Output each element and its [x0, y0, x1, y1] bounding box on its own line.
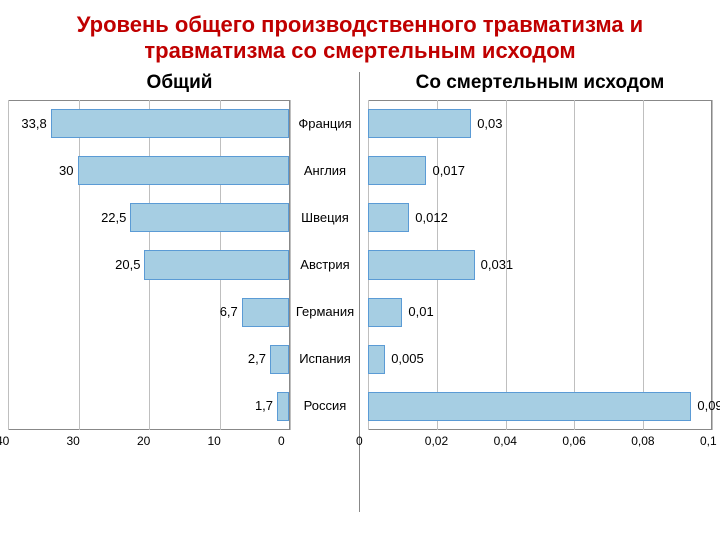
- bar-value-label: 0,01: [408, 304, 433, 319]
- chart-right-title: Со смертельным исходом: [360, 72, 720, 94]
- bar-value-label: 0,094: [697, 398, 720, 413]
- tick-label: 20: [137, 434, 150, 448]
- bar-value-label: 20,5: [115, 257, 140, 272]
- tick-label: 40: [0, 434, 9, 448]
- bar: [368, 109, 471, 138]
- bar: [51, 109, 289, 138]
- main-title: Уровень общего производственного травмат…: [0, 0, 720, 72]
- bar-value-label: 0,005: [391, 351, 424, 366]
- tick-label: 10: [208, 434, 221, 448]
- bar: [368, 345, 385, 374]
- bar: [368, 250, 475, 279]
- chart-right: Со смертельным исходом 0,03 0,017 0,012 0,0…: [360, 72, 720, 512]
- tick-label: 30: [67, 434, 80, 448]
- tick-label: 0,02: [425, 434, 448, 448]
- gridline: [79, 100, 80, 430]
- bar-value-label: 0,017: [432, 163, 465, 178]
- bar-value-label: 1,7: [255, 398, 273, 413]
- bar: [277, 392, 289, 421]
- bar-value-label: 33,8: [21, 116, 46, 131]
- bar-value-label: 0,012: [415, 210, 448, 225]
- tick-label: 0,04: [494, 434, 517, 448]
- charts-container: Общий 33,8 Франция 30 Англия 22,5 Швеция 20,5 А…: [0, 72, 720, 512]
- tick-label: 0,08: [631, 434, 654, 448]
- gridline: [8, 100, 9, 430]
- bar-value-label: 0,031: [481, 257, 514, 272]
- tick-label: 0: [278, 434, 285, 448]
- category-label: Англия: [290, 163, 360, 178]
- category-label: Германия: [290, 304, 360, 319]
- category-label: Россия: [290, 398, 360, 413]
- bar: [270, 345, 289, 374]
- gridline: [574, 100, 575, 430]
- bar: [78, 156, 290, 185]
- category-label: Испания: [290, 351, 360, 366]
- chart-left: Общий 33,8 Франция 30 Англия 22,5 Швеция 20,5 А…: [0, 72, 360, 512]
- gridline: [643, 100, 644, 430]
- bar: [130, 203, 289, 232]
- category-label: Австрия: [290, 257, 360, 272]
- bar-value-label: 6,7: [220, 304, 238, 319]
- tick-label: 0,06: [562, 434, 585, 448]
- tick-label: 0: [356, 434, 363, 448]
- chart-left-title: Общий: [0, 72, 359, 94]
- category-label: Франция: [290, 116, 360, 131]
- bar-value-label: 22,5: [101, 210, 126, 225]
- tick-label: 0,1: [700, 434, 717, 448]
- bar: [368, 392, 691, 421]
- bar: [368, 156, 426, 185]
- bar: [242, 298, 289, 327]
- bar: [368, 203, 409, 232]
- category-label: Швеция: [290, 210, 360, 225]
- plot-area-right: 0,030,0170,0120,0310,010,0050,09400,020,…: [360, 100, 720, 454]
- bar-value-label: 0,03: [477, 116, 502, 131]
- bar: [368, 298, 402, 327]
- gridline: [712, 100, 713, 430]
- bar: [144, 250, 289, 279]
- plot-area-left: 33,8 Франция 30 Англия 22,5 Швеция 20,5 Австрия…: [0, 100, 359, 454]
- bar-value-label: 30: [59, 163, 73, 178]
- bar-value-label: 2,7: [248, 351, 266, 366]
